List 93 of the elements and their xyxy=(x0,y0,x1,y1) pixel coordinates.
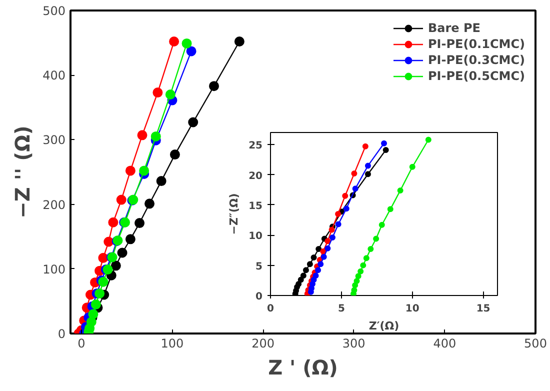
point xyxy=(169,36,180,46)
point xyxy=(182,38,192,48)
point xyxy=(116,194,126,205)
point xyxy=(351,170,358,177)
x-tick-label: 0 xyxy=(78,336,86,350)
y-axis-title: −Z '' (Ω) xyxy=(10,126,35,218)
point xyxy=(139,166,150,176)
point xyxy=(373,236,380,242)
point xyxy=(144,198,155,209)
x-tick-label: 100 xyxy=(160,336,184,350)
point xyxy=(170,150,180,160)
point xyxy=(343,206,350,212)
point xyxy=(104,236,114,247)
y-tick-label: 400 xyxy=(42,68,66,83)
legend-label: Bare PE xyxy=(428,20,480,36)
x-axis-title: Z ' (Ω) xyxy=(268,356,338,380)
point xyxy=(364,162,371,169)
y-tick-label: 0 xyxy=(58,327,66,341)
point xyxy=(165,89,176,100)
point xyxy=(324,245,331,252)
point xyxy=(315,267,322,274)
point xyxy=(90,299,101,310)
point xyxy=(108,217,118,228)
point xyxy=(355,273,362,280)
point xyxy=(302,267,309,274)
point xyxy=(188,117,198,128)
point xyxy=(125,166,136,176)
point xyxy=(320,248,326,254)
y-tick-label: 25 xyxy=(248,140,263,152)
point xyxy=(137,130,148,140)
y-tick-label: 10 xyxy=(248,231,263,242)
point xyxy=(360,262,366,268)
x-tick-label: 5 xyxy=(338,304,345,314)
point xyxy=(358,268,364,274)
point xyxy=(316,246,322,252)
x-tick-label: 10 xyxy=(405,304,420,314)
point xyxy=(88,309,98,320)
legend-label: PI-PE(0.1CMC) xyxy=(428,36,525,52)
point xyxy=(382,147,389,153)
point xyxy=(425,136,432,143)
point xyxy=(330,234,336,241)
point xyxy=(117,248,128,258)
point xyxy=(306,261,313,268)
point xyxy=(150,131,161,142)
point xyxy=(310,254,317,260)
x-axis-title: Z′(Ω) xyxy=(368,320,400,332)
point xyxy=(342,192,348,199)
point xyxy=(234,36,244,46)
point xyxy=(409,164,416,170)
point xyxy=(320,254,327,260)
y-axis-title: −Z″(Ω) xyxy=(228,193,241,235)
point xyxy=(362,143,368,150)
point xyxy=(335,221,342,228)
y-tick-label: 15 xyxy=(248,200,263,212)
point xyxy=(363,255,370,262)
x-tick-label: 400 xyxy=(433,336,456,350)
point xyxy=(387,206,394,212)
y-tick-label: 0 xyxy=(256,292,263,302)
point xyxy=(352,186,358,192)
point xyxy=(318,261,324,268)
point xyxy=(98,252,108,263)
x-tick-label: 500 xyxy=(524,336,547,350)
point xyxy=(125,234,136,244)
point xyxy=(381,140,387,146)
point xyxy=(354,278,360,284)
point xyxy=(364,171,371,178)
point xyxy=(397,187,404,194)
point xyxy=(312,272,319,279)
point xyxy=(94,288,105,298)
point xyxy=(378,222,385,228)
point xyxy=(300,272,306,279)
point xyxy=(328,226,335,233)
point xyxy=(152,88,163,98)
point xyxy=(110,260,121,271)
point xyxy=(134,218,145,228)
point xyxy=(298,276,304,283)
point xyxy=(324,238,331,244)
y-tick-label: 5 xyxy=(256,261,263,272)
legend-label: PI-PE(0.5CMC) xyxy=(428,68,525,84)
x-tick-label: 0 xyxy=(267,304,274,314)
y-tick-label: 200 xyxy=(42,198,66,212)
point xyxy=(186,46,196,56)
y-tick-label: 20 xyxy=(248,170,263,182)
x-tick-label: 15 xyxy=(476,304,490,314)
point xyxy=(156,176,166,186)
point xyxy=(208,81,219,92)
y-tick-label: 300 xyxy=(42,133,66,148)
x-tick-label: 300 xyxy=(342,336,366,350)
y-tick-label: 100 xyxy=(42,262,66,276)
point xyxy=(368,246,374,252)
point xyxy=(335,211,342,217)
y-tick-label: 500 xyxy=(42,4,66,18)
legend-label: PI-PE(0.3CMC) xyxy=(428,52,525,68)
